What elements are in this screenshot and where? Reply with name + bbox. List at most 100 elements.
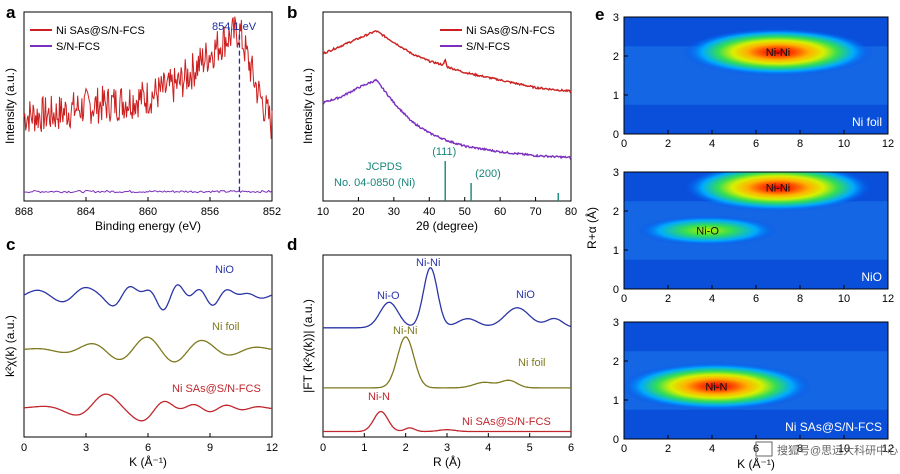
x-ticks-c: 0 3 6 9 12 xyxy=(21,433,278,454)
reference-card-b: No. 04-0850 (Ni) xyxy=(334,177,415,189)
heatmap-ytick-label-1-1: 1 xyxy=(613,245,619,257)
heatmap-xtick-label-0-6: 12 xyxy=(882,138,894,150)
series-line-d-0 xyxy=(323,266,572,329)
heatmap-1: Ni-Ni Ni-O xyxy=(624,172,888,289)
b-x-tick-label-6: 70 xyxy=(529,206,541,218)
heatmap-xtick-label-2-5: 10 xyxy=(838,443,850,455)
series-line-c-0 xyxy=(23,284,273,311)
heatmap-xtick-label-0-1: 2 xyxy=(665,138,671,150)
heatmap-ytick-label-1-2: 2 xyxy=(613,206,619,218)
plot-area-a xyxy=(23,16,273,198)
heatmap-xtick-label-0-5: 10 xyxy=(838,138,850,150)
heatmap-spot-label-1-1: Ni-O xyxy=(696,226,719,238)
heatmap-xtick-label-1-3: 6 xyxy=(753,293,759,305)
watermark-icon xyxy=(755,441,773,457)
panel-label-c: c xyxy=(6,235,15,254)
heatmap-xtick-label-0-2: 4 xyxy=(709,138,715,150)
series-label-d-foil: Ni foil xyxy=(518,357,546,369)
heatmap-xtick-label-0-4: 8 xyxy=(797,138,803,150)
heatmap-ytick-label-1-3: 3 xyxy=(613,167,619,179)
x-axis-label-c: K (Å⁻¹) xyxy=(129,454,167,469)
plot-area-b: (111) (200) xyxy=(322,30,572,201)
heatmap-spot-label-0-0: Ni-Ni xyxy=(766,47,790,59)
series-line-c-2 xyxy=(24,393,272,422)
series-line-b-1 xyxy=(322,78,572,160)
watermark: 搜狐号@思远大科研中心 xyxy=(755,441,898,457)
series-label-d-sas: Ni SAs@S/N-FCS xyxy=(462,416,551,428)
d-x-tick-label-1: 1 xyxy=(361,442,367,454)
d-x-tick-label-0: 0 xyxy=(320,442,326,454)
plot-frame-b xyxy=(322,11,572,202)
heatmap-name-1: NiO xyxy=(861,270,882,284)
heatmap-xtick-label-0-3: 6 xyxy=(753,138,759,150)
series-line-d-1 xyxy=(323,336,571,389)
watermark-text: 搜狐号@思远大科研中心 xyxy=(777,443,898,457)
series-line-d-2 xyxy=(323,410,571,433)
y-axis-label-d: |FT (k²χ(k))| (a.u.) xyxy=(301,299,315,393)
a-x-tick-label-3: 856 xyxy=(201,206,219,218)
heatmap-ytick-label-2-1: 1 xyxy=(613,395,619,407)
x-ticks-a: 868 864 860 856 852 xyxy=(15,197,281,218)
c-x-tick-label-3: 9 xyxy=(207,442,213,454)
heatmap-spot-0-0 xyxy=(683,28,873,77)
heatmap-xtick-label-2-1: 2 xyxy=(665,443,671,455)
peak-label-d-sas-nin: Ni-N xyxy=(368,391,390,403)
legend-label-b-1: S/N-FCS xyxy=(466,41,510,53)
a-x-tick-label-1: 864 xyxy=(77,206,95,218)
series-line-a-0 xyxy=(23,16,273,140)
y-axis-label-a: Intensity (a.u.) xyxy=(3,68,17,144)
x-axis-label-a: Binding energy (eV) xyxy=(95,219,201,233)
y-axis-label-b: Intensity (a.u.) xyxy=(301,68,315,144)
series-line-a-1 xyxy=(23,189,273,194)
heatmap-xtick-label-2-6: 12 xyxy=(882,443,894,455)
heatmap-xtick-label-1-5: 10 xyxy=(838,293,850,305)
b-x-tick-label-0: 10 xyxy=(317,206,329,218)
x-axis-label-d: R (Å) xyxy=(433,454,461,469)
heatmap-ytick-label-2-2: 2 xyxy=(613,356,619,368)
legend-label-a-1: S/N-FCS xyxy=(56,41,100,53)
series-label-c-1: Ni foil xyxy=(212,321,240,333)
a-x-tick-label-2: 860 xyxy=(139,206,157,218)
legend-label-b-0: Ni SAs@S/N-FCS xyxy=(466,25,555,37)
panel-label-a: a xyxy=(6,3,16,22)
series-line-b-0 xyxy=(322,30,572,94)
b-x-tick-label-2: 30 xyxy=(388,206,400,218)
b-x-tick-label-5: 60 xyxy=(494,206,506,218)
x-axis-label-e: K (Å⁻¹) xyxy=(737,456,775,471)
d-x-tick-label-4: 4 xyxy=(485,442,491,454)
heatmap-xtick-label-1-0: 0 xyxy=(621,293,627,305)
chart-a: 868 864 860 856 852 Binding energy (eV) Inte… xyxy=(3,11,281,233)
heatmap-xtick-label-1-2: 4 xyxy=(709,293,715,305)
y-axis-label-e: R+α (Å) xyxy=(584,207,599,249)
c-x-tick-label-0: 0 xyxy=(21,442,27,454)
reference-peak-label-b-0: (111) xyxy=(432,146,456,158)
panel-label-b: b xyxy=(287,3,297,22)
heatmap-xtick-label-1-1: 2 xyxy=(665,293,671,305)
plot-area-d xyxy=(323,266,572,433)
legend-label-a-0: Ni SAs@S/N-FCS xyxy=(56,25,145,37)
reference-title-b: JCPDS xyxy=(366,161,402,173)
panel-label-e: e xyxy=(595,5,604,24)
heatmap-ytick-label-0-1: 1 xyxy=(613,90,619,102)
d-x-tick-label-5: 5 xyxy=(527,442,533,454)
reference-peak-label-b-1: (200) xyxy=(475,168,501,180)
a-x-tick-label-0: 868 xyxy=(15,206,33,218)
c-x-tick-label-4: 12 xyxy=(266,442,278,454)
heatmap-xtick-label-1-4: 8 xyxy=(797,293,803,305)
chart-b: 10 20 30 40 50 60 70 80 (111)(200) 2θ (degree) … xyxy=(301,11,577,233)
heatmap-ytick-label-0-0: 0 xyxy=(613,129,619,141)
b-x-tick-label-7: 80 xyxy=(565,206,577,218)
annotation-peak-a: 854.1 eV xyxy=(212,21,257,33)
heatmap-xtick-label-2-0: 0 xyxy=(621,443,627,455)
heatmap-spot-1-0 xyxy=(683,172,873,212)
peak-label-d-foil-nini: Ni-Ni xyxy=(393,325,417,337)
b-x-tick-label-3: 40 xyxy=(423,206,435,218)
heatmap-spot-label-1-0: Ni-Ni xyxy=(766,183,790,195)
heatmap-ytick-label-0-3: 3 xyxy=(613,12,619,24)
heatmap-2: Ni-N xyxy=(624,322,888,439)
plot-frame-d xyxy=(322,254,572,438)
heatmap-0: Ni-Ni xyxy=(624,17,888,134)
heatmap-xtick-label-2-2: 4 xyxy=(709,443,715,455)
